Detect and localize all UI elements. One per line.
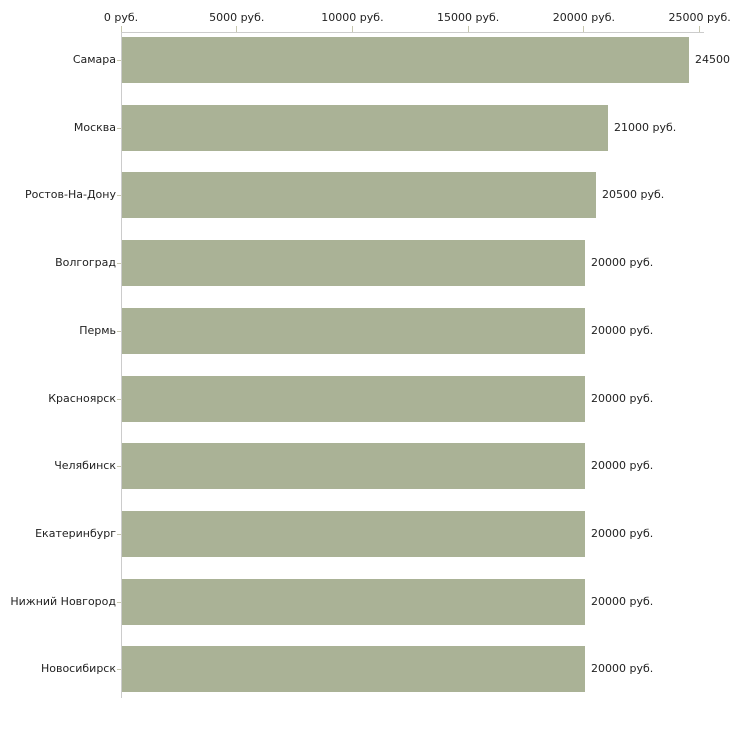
value-label: 20000 руб. (591, 324, 654, 337)
value-label: 20500 руб. (602, 188, 665, 201)
category-label: Челябинск (54, 459, 116, 472)
value-label: 20000 руб. (591, 392, 654, 405)
bar (122, 579, 585, 625)
value-label: 21000 руб. (614, 121, 677, 134)
bar (122, 172, 596, 218)
category-tick-mark (117, 263, 121, 264)
category-tick-mark (117, 399, 121, 400)
category-label: Пермь (79, 324, 116, 337)
bar (122, 443, 585, 489)
bar (122, 511, 585, 557)
x-axis-tick-label: 15000 руб. (437, 11, 500, 24)
x-axis-line (121, 32, 704, 33)
category-label: Самара (72, 53, 116, 66)
category-tick-mark (117, 534, 121, 535)
x-axis-tick-label: 25000 руб. (668, 11, 730, 24)
value-label: 20000 руб. (591, 256, 654, 269)
bar (122, 308, 585, 354)
bar (122, 240, 585, 286)
y-axis-line (121, 32, 122, 698)
bar (122, 646, 585, 692)
category-label: Москва (73, 121, 116, 134)
category-tick-mark (117, 60, 121, 61)
value-label: 20000 руб. (591, 662, 654, 675)
bar (122, 105, 608, 151)
category-label: Новосибирск (40, 662, 116, 675)
x-axis-tick-mark (699, 26, 701, 32)
x-axis-tick-label: 0 руб. (103, 11, 139, 24)
x-axis-tick-label: 10000 руб. (321, 11, 384, 24)
category-tick-mark (117, 331, 121, 332)
x-axis-tick-label: 5000 руб. (209, 11, 265, 24)
x-axis-tick-mark (467, 26, 469, 32)
x-axis-tick-mark (236, 26, 238, 32)
x-axis-tick-mark (583, 26, 585, 32)
value-label: 20000 руб. (591, 527, 654, 540)
bar (122, 37, 689, 83)
x-axis-tick-mark (351, 26, 353, 32)
value-label: 20000 руб. (591, 459, 654, 472)
category-label: Ростов-На-Дону (24, 188, 116, 201)
category-tick-mark (117, 128, 121, 129)
value-label: 24500 руб. (695, 53, 730, 66)
value-label: 20000 руб. (591, 595, 654, 608)
x-axis-tick-mark (120, 26, 122, 32)
category-tick-mark (117, 602, 121, 603)
x-axis-tick-label: 20000 руб. (552, 11, 616, 24)
category-label: Екатеринбург (35, 527, 116, 540)
category-label: Красноярск (48, 392, 116, 405)
category-label: Нижний Новгород (10, 595, 116, 608)
category-tick-mark (117, 195, 121, 196)
bar (122, 376, 585, 422)
category-tick-mark (117, 669, 121, 670)
category-tick-mark (117, 466, 121, 467)
category-label: Волгоград (55, 256, 116, 269)
